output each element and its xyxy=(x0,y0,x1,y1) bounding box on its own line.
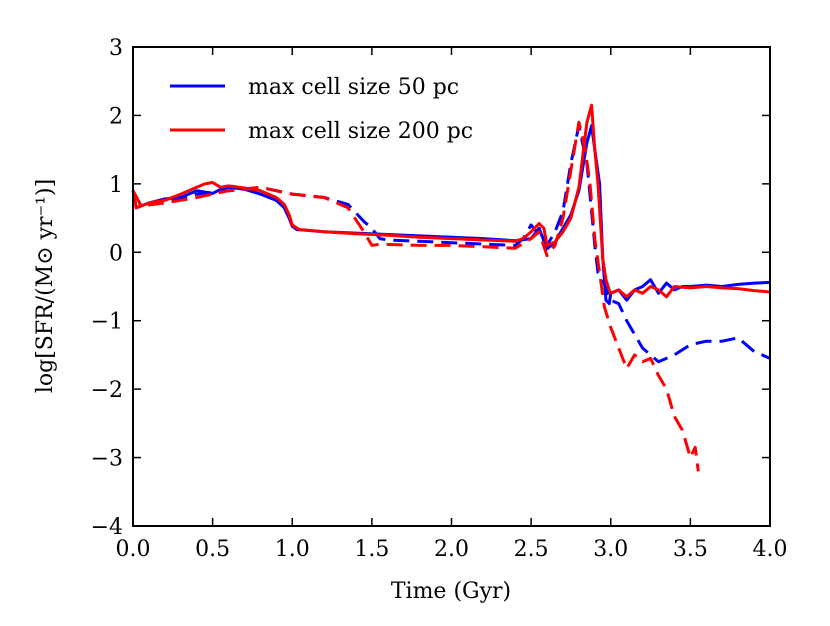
x-tick-label: 1.0 xyxy=(275,537,310,562)
legend: max cell size 50 pc max cell size 200 pc xyxy=(170,75,473,144)
series-line-1 xyxy=(131,124,771,306)
x-tick-label: 0.5 xyxy=(195,537,230,562)
x-axis-label: Time (Gyr) xyxy=(391,579,511,604)
x-tick-label: 1.5 xyxy=(354,537,389,562)
ticks: 0.0 0.5 1.0 1.5 2.0 2.5 3.0 3.5 4.0 −4 −3 −2 −1 0 1 2 3 xyxy=(91,36,788,562)
legend-label: max cell size 200 pc xyxy=(248,119,473,144)
y-tick-label: 1 xyxy=(109,173,123,198)
series-line-3 xyxy=(131,103,771,299)
x-tick-label: 3.5 xyxy=(673,537,708,562)
x-tick-label: 2.0 xyxy=(434,537,469,562)
y-tick-label: −1 xyxy=(91,310,123,335)
series-line-2 xyxy=(131,124,771,364)
x-tick-label: 4.0 xyxy=(753,537,788,562)
x-tick-label: 3.0 xyxy=(593,537,628,562)
y-tick-label: −2 xyxy=(91,378,123,403)
legend-label: max cell size 50 pc xyxy=(248,75,459,100)
y-tick-label: 3 xyxy=(109,36,123,61)
y-axis-label: log[SFR/(M⊙ yr⁻¹)] xyxy=(33,179,58,393)
x-tick-label: 0.0 xyxy=(116,537,151,562)
y-tick-label: 2 xyxy=(109,104,123,129)
y-tick-label: −3 xyxy=(91,447,123,472)
x-tick-label: 2.5 xyxy=(514,537,549,562)
series-line-4 xyxy=(131,120,700,472)
plot-lines xyxy=(131,103,771,472)
y-tick-label: −4 xyxy=(91,515,123,540)
y-tick-label: 0 xyxy=(109,241,123,266)
